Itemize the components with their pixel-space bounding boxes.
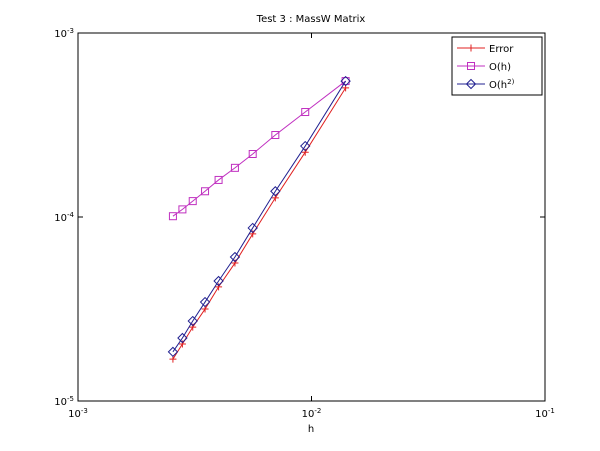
- marker: [177, 332, 188, 344]
- series-line: [172, 80, 346, 217]
- marker: [215, 283, 223, 291]
- marker: [271, 131, 280, 140]
- marker: [249, 230, 257, 238]
- marker: [467, 44, 475, 52]
- x-tick-label: 10-3: [68, 407, 88, 420]
- y-tick-label: 10-5: [54, 395, 74, 408]
- y-tick-label: 10-3: [54, 27, 74, 40]
- marker: [168, 212, 177, 221]
- marker: [188, 197, 197, 206]
- marker: [301, 108, 310, 117]
- marker: [187, 315, 198, 327]
- marker: [214, 175, 223, 184]
- x-tick-label: 10-2: [302, 407, 322, 420]
- marker: [230, 163, 239, 172]
- series-line: [172, 80, 347, 353]
- legend-label: O(h2): [489, 78, 515, 91]
- x-axis-label: h: [308, 424, 314, 435]
- marker: [213, 275, 224, 287]
- marker: [178, 340, 186, 348]
- marker: [248, 149, 257, 158]
- legend-label: O(h): [489, 62, 511, 73]
- marker: [467, 62, 475, 70]
- marker: [178, 205, 187, 214]
- marker: [231, 259, 239, 267]
- x-tick-label: 10-1: [535, 407, 555, 420]
- marker: [270, 186, 281, 197]
- marker: [229, 251, 241, 263]
- marker: [199, 296, 211, 308]
- marker: [300, 140, 311, 152]
- marker: [167, 346, 179, 358]
- marker: [247, 222, 258, 234]
- marker: [201, 187, 210, 196]
- chart-title: Test 3 : MassW Matrix: [256, 14, 366, 25]
- marker: [340, 75, 351, 87]
- marker: [189, 323, 197, 331]
- marker: [465, 78, 477, 90]
- series-line: [172, 87, 347, 360]
- legend-label: Error: [489, 44, 514, 55]
- y-tick-label: 10-4: [54, 211, 74, 224]
- marker: [341, 77, 350, 86]
